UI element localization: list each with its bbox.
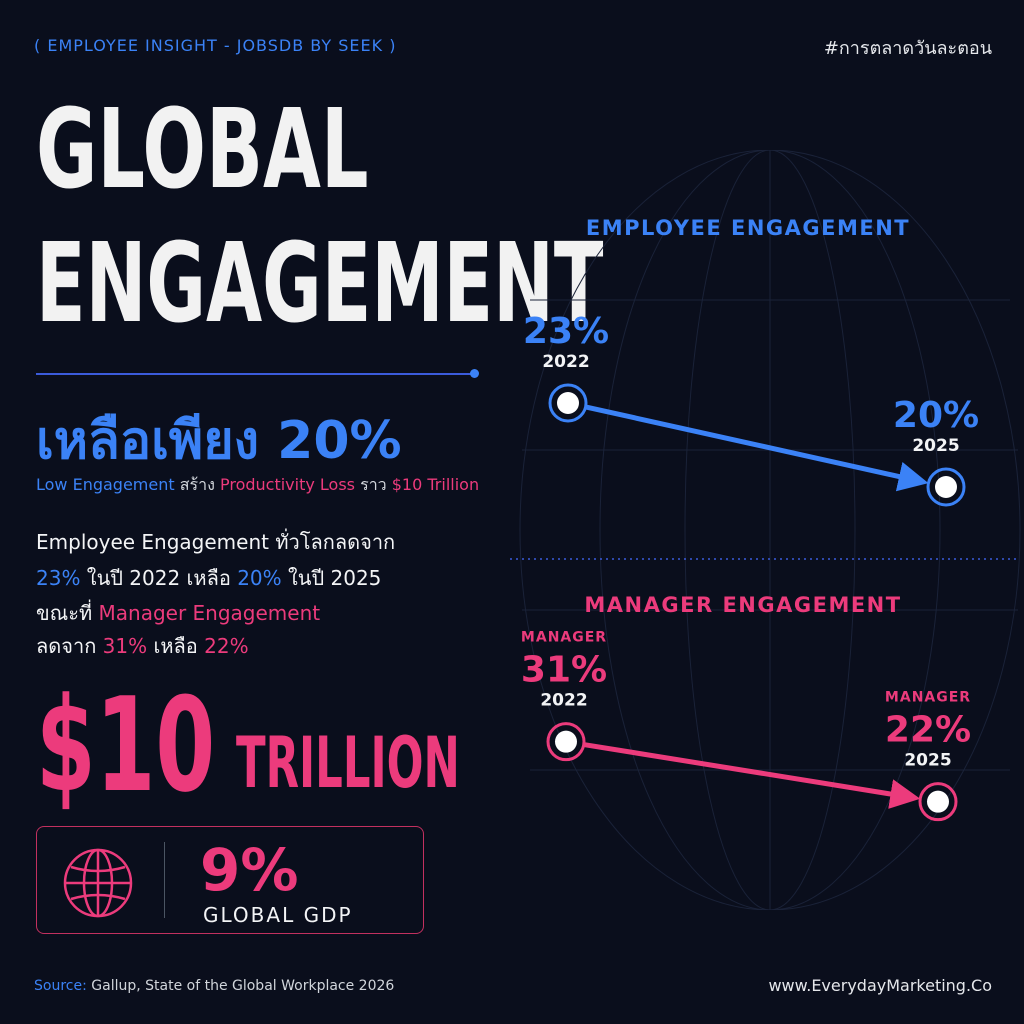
year-label-1-0: 2022 <box>540 691 587 711</box>
value-label-0-1: 20% <box>893 395 979 436</box>
big-unit: TRILLION <box>236 722 460 804</box>
gdp-card <box>36 826 424 934</box>
title-line-2: ENGAGEMENT <box>36 219 604 347</box>
prefix-label-1-0: MANAGER <box>521 630 607 646</box>
series-title-1: MANAGER ENGAGEMENT <box>584 593 901 617</box>
big-amount: $10 <box>36 669 216 821</box>
data-point-1-0 <box>555 730 577 753</box>
data-point-0-0 <box>557 392 579 414</box>
source: Source: Gallup, State of the Global Work… <box>34 978 394 994</box>
website-link[interactable]: www.EverydayMarketing.Co <box>768 976 992 995</box>
title-line-1: GLOBAL <box>36 85 369 213</box>
description-line-2: 23% ในปี 2022 เหลือ 20% ในปี 2025 <box>36 562 381 594</box>
header-tag: ( EMPLOYEE INSIGHT - JOBSDB BY SEEK ) <box>34 36 397 55</box>
desc-text-e: เหลือ <box>147 634 205 658</box>
value-label-0-0: 23% <box>523 311 609 352</box>
desc-manager-engagement: Manager Engagement <box>98 601 321 625</box>
value-label-1-1: 22% <box>885 710 971 751</box>
highlight-headline: เหลือเพียง 20% <box>36 411 402 471</box>
subline-connector-2: ราว <box>355 475 392 494</box>
source-label: Source: <box>34 978 87 994</box>
gdp-label: GLOBAL GDP <box>203 903 353 927</box>
year-label-0-0: 2022 <box>542 352 589 372</box>
desc-text-b: ในปี 2025 <box>281 566 382 590</box>
series-line-1 <box>583 742 921 809</box>
prefix-label-1-1: MANAGER <box>885 690 971 706</box>
desc-text-a: ในปี 2022 เหลือ <box>80 566 238 590</box>
subline-amount: $10 Trillion <box>391 475 480 494</box>
description-line-1: Employee Engagement ทั่วโลกลดจาก <box>36 530 396 554</box>
gdp-separator <box>164 842 165 918</box>
point-ring-0-0 <box>548 383 588 423</box>
engagement-chart: EMPLOYEE ENGAGEMENT202223%202520%MANAGER… <box>510 150 1021 910</box>
subline: Low Engagement สร้าง Productivity Loss ร… <box>36 473 479 498</box>
point-ring-1-0 <box>546 722 586 762</box>
subline-low-engagement: Low Engagement <box>36 475 175 494</box>
year-label-0-1: 2025 <box>912 436 959 456</box>
description-line-3: ขณะที่ Manager Engagement <box>36 597 320 629</box>
point-ring-1-1 <box>918 782 958 822</box>
point-ring-0-1 <box>926 467 966 507</box>
series-title-0: EMPLOYEE ENGAGEMENT <box>586 216 910 240</box>
title-divider <box>36 373 474 375</box>
desc-text-d: ลดจาก <box>36 634 103 658</box>
hashtag: #การตลาดวันละตอน <box>823 38 992 59</box>
divider-dot <box>470 369 479 378</box>
desc-2025-value: 20% <box>237 566 282 590</box>
desc-manager-2022: 31% <box>102 634 148 658</box>
value-label-1-0: 31% <box>521 650 607 691</box>
desc-text-c: ขณะที่ <box>36 601 99 625</box>
subline-productivity-loss: Productivity Loss <box>219 475 356 494</box>
subline-connector-1: สร้าง <box>174 475 220 494</box>
description-line-4: ลดจาก 31% เหลือ 22% <box>36 630 249 662</box>
source-text: Gallup, State of the Global Workplace 20… <box>86 978 395 994</box>
desc-manager-2025: 22% <box>204 634 249 658</box>
globe-icon <box>63 848 133 918</box>
desc-2022-value: 23% <box>36 566 81 590</box>
data-point-1-1 <box>927 790 949 813</box>
year-label-1-1: 2025 <box>904 751 951 771</box>
data-point-0-1 <box>935 476 957 498</box>
series-line-0 <box>585 404 929 492</box>
gdp-percent: 9% <box>200 836 299 904</box>
